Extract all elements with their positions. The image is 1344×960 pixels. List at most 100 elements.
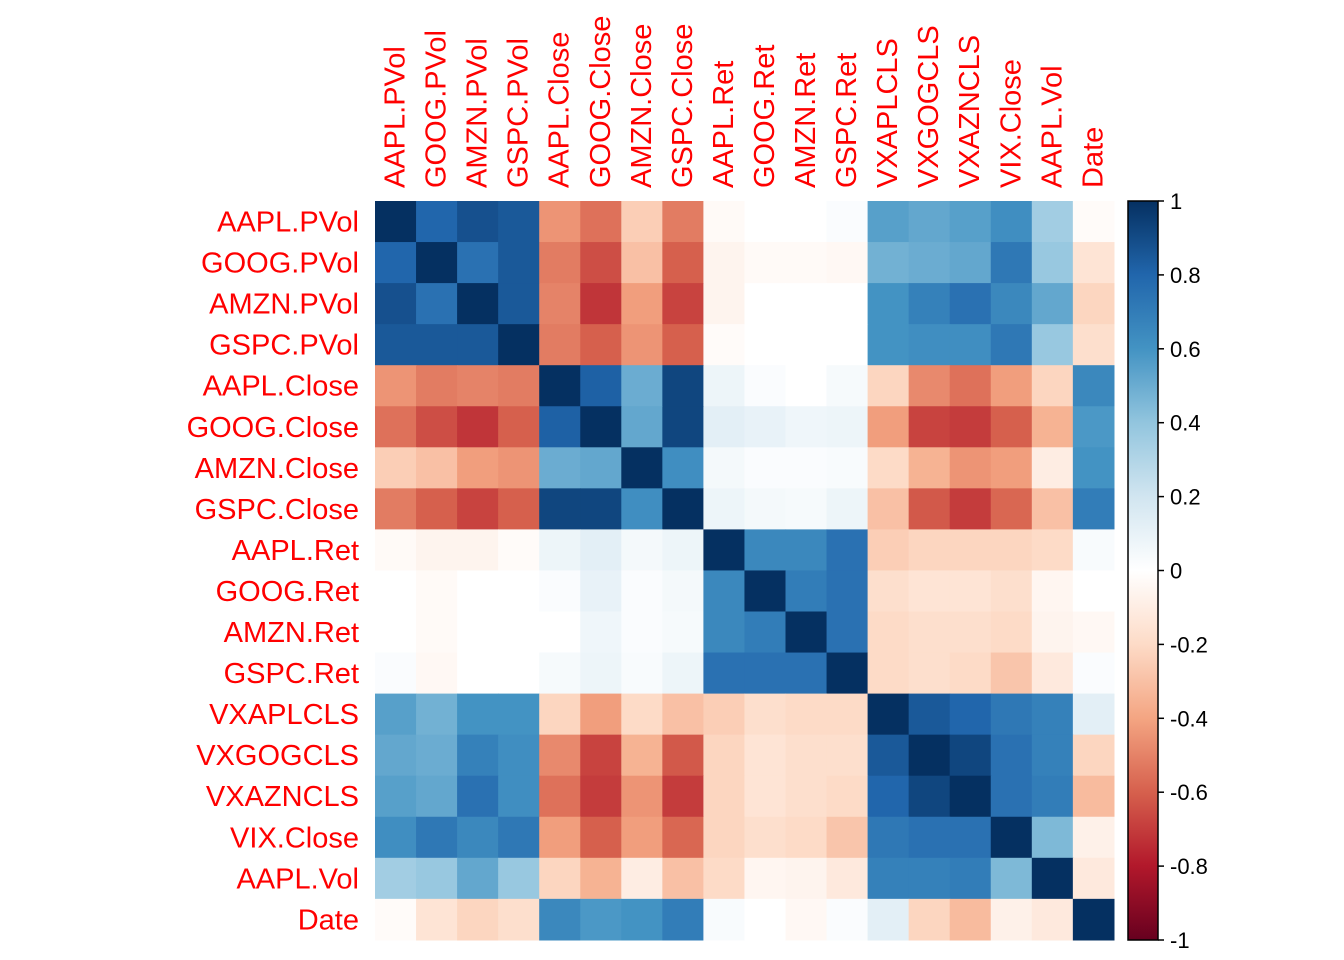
heatmap-cell-GSPC.Close-GOOG.Close bbox=[580, 488, 622, 530]
heatmap-cell-AAPL.Close-AAPL.PVol bbox=[375, 365, 417, 407]
heatmap-cell-GSPC.Ret-Date bbox=[1072, 652, 1115, 695]
row-label: AAPL.Close bbox=[203, 371, 359, 403]
heatmap-cell-AMZN.Ret-VXAZNCLS bbox=[949, 611, 992, 654]
heatmap-cell-GOOG.PVol-GOOG.Close bbox=[580, 242, 622, 284]
heatmap-cell-GSPC.Ret-GSPC.PVol bbox=[498, 652, 540, 695]
heatmap-cell-AMZN.PVol-AAPL.PVol bbox=[375, 283, 417, 325]
colorbar-tick-label: -0.4 bbox=[1170, 706, 1208, 731]
heatmap-cell-VXGOGCLS-GOOG.PVol bbox=[416, 734, 458, 777]
heatmap-cell-GOOG.Close-AAPL.Close bbox=[539, 406, 581, 448]
heatmap-cell-AAPL.Close-GSPC.Ret bbox=[826, 365, 869, 407]
heatmap-cell-GSPC.PVol-AMZN.Ret bbox=[785, 324, 828, 366]
heatmap-cell-GOOG.Close-AMZN.Ret bbox=[785, 406, 828, 448]
heatmap-cell-AAPL.PVol-GOOG.Close bbox=[580, 201, 622, 243]
heatmap-cell-AAPL.Close-VIX.Close bbox=[990, 365, 1033, 407]
column-label: GSPC.PVol bbox=[503, 38, 535, 188]
heatmap-cell-GSPC.Ret-AAPL.PVol bbox=[375, 652, 417, 695]
column-label: AAPL.PVol bbox=[380, 46, 412, 188]
row-label: Date bbox=[298, 904, 359, 936]
heatmap-cell-VXAZNCLS-VIX.Close bbox=[990, 775, 1033, 818]
heatmap-cell-GOOG.Ret-Date bbox=[1072, 570, 1115, 613]
colorbar-tick-label: 1 bbox=[1170, 189, 1182, 214]
heatmap-cell-VXAZNCLS-AAPL.PVol bbox=[375, 775, 417, 818]
row-label: GOOG.Ret bbox=[216, 576, 359, 608]
heatmap-cell-AAPL.PVol-VXGOGCLS bbox=[908, 201, 951, 243]
heatmap-cell-AAPL.Close-VXGOGCLS bbox=[908, 365, 951, 407]
column-label: AAPL.Close bbox=[544, 32, 576, 188]
heatmap-cell-VIX.Close-AAPL.Close bbox=[539, 816, 581, 859]
heatmap-cell-AMZN.PVol-Date bbox=[1072, 283, 1115, 325]
heatmap-cell-AAPL.Ret-AMZN.PVol bbox=[457, 529, 499, 572]
heatmap-cell-AAPL.Ret-VXAZNCLS bbox=[949, 529, 992, 572]
heatmap-cell-AMZN.Close-AAPL.Ret bbox=[703, 447, 746, 489]
heatmap-cell-GSPC.Close-AAPL.Vol bbox=[1031, 488, 1074, 530]
heatmap-cell-GOOG.PVol-VXAPLCLS bbox=[867, 242, 910, 284]
heatmap-cell-VXAZNCLS-GSPC.Ret bbox=[826, 775, 869, 818]
heatmap-cell-GOOG.Ret-AMZN.Close bbox=[621, 570, 663, 613]
heatmap-cell-VIX.Close-AMZN.Close bbox=[621, 816, 663, 859]
heatmap-cell-VIX.Close-GOOG.Close bbox=[580, 816, 622, 859]
heatmap-cell-AAPL.Ret-GSPC.Ret bbox=[826, 529, 869, 572]
heatmap-cell-AMZN.Close-AMZN.Ret bbox=[785, 447, 828, 489]
heatmap-cell-VXAZNCLS-AMZN.Ret bbox=[785, 775, 828, 818]
heatmap-cell-GOOG.Ret-GSPC.PVol bbox=[498, 570, 540, 613]
heatmap-cell-GOOG.Close-VIX.Close bbox=[990, 406, 1033, 448]
heatmap-cell-GSPC.Close-AAPL.PVol bbox=[375, 488, 417, 530]
heatmap-cell-GSPC.PVol-AMZN.PVol bbox=[457, 324, 499, 366]
heatmap-cell-AMZN.Close-AMZN.PVol bbox=[457, 447, 499, 489]
heatmap-cell-GOOG.Ret-GOOG.Ret bbox=[744, 570, 787, 613]
heatmap-cell-VXAZNCLS-GOOG.Close bbox=[580, 775, 622, 818]
heatmap-cell-GOOG.Close-AMZN.PVol bbox=[457, 406, 499, 448]
heatmap-cell-AAPL.Close-AMZN.PVol bbox=[457, 365, 499, 407]
column-label: VIX.Close bbox=[995, 59, 1027, 188]
heatmap-cell-VXAZNCLS-GOOG.PVol bbox=[416, 775, 458, 818]
heatmap-cell-VXGOGCLS-GOOG.Ret bbox=[744, 734, 787, 777]
heatmap-cell-VXAZNCLS-VXGOGCLS bbox=[908, 775, 951, 818]
heatmap-cell-AAPL.Vol-GSPC.PVol bbox=[498, 857, 540, 900]
heatmap-cell-VIX.Close-AMZN.Ret bbox=[785, 816, 828, 859]
heatmap-cell-GOOG.PVol-GOOG.PVol bbox=[416, 242, 458, 284]
heatmap-cell-GSPC.PVol-AAPL.Ret bbox=[703, 324, 746, 366]
heatmap-cell-GSPC.Close-AMZN.Close bbox=[621, 488, 663, 530]
heatmap-cell-GSPC.Ret-VIX.Close bbox=[990, 652, 1033, 695]
heatmap-cell-GSPC.Close-AMZN.PVol bbox=[457, 488, 499, 530]
heatmap-cell-AAPL.Close-AAPL.Close bbox=[539, 365, 581, 407]
heatmap-cell-VXAPLCLS-GSPC.Ret bbox=[826, 693, 869, 736]
heatmap-cell-GOOG.Ret-AAPL.Ret bbox=[703, 570, 746, 613]
heatmap-cell-AAPL.Vol-AAPL.Vol bbox=[1031, 857, 1074, 900]
row-label: GSPC.PVol bbox=[209, 330, 359, 362]
heatmap-cell-AMZN.Close-AMZN.Close bbox=[621, 447, 663, 489]
heatmap-cell-AAPL.Vol-GSPC.Close bbox=[662, 857, 704, 900]
heatmap-cell-GOOG.PVol-GSPC.Close bbox=[662, 242, 704, 284]
heatmap-cell-AMZN.Close-GSPC.Close bbox=[662, 447, 704, 489]
heatmap-cell-AAPL.Close-AAPL.Vol bbox=[1031, 365, 1074, 407]
heatmap-cell-VIX.Close-GSPC.PVol bbox=[498, 816, 540, 859]
heatmap-cell-AAPL.Ret-AAPL.Vol bbox=[1031, 529, 1074, 572]
heatmap-cell-AAPL.Ret-AAPL.Ret bbox=[703, 529, 746, 572]
heatmap-cell-AMZN.Close-AAPL.Close bbox=[539, 447, 581, 489]
column-label: AAPL.Vol bbox=[1036, 65, 1068, 188]
heatmap-cell-GSPC.PVol-GSPC.Close bbox=[662, 324, 704, 366]
heatmap-cell-VIX.Close-GSPC.Close bbox=[662, 816, 704, 859]
heatmap-cell-VXAZNCLS-GSPC.PVol bbox=[498, 775, 540, 818]
heatmap-cell-GSPC.Ret-VXAZNCLS bbox=[949, 652, 992, 695]
heatmap-cell-GOOG.Ret-GSPC.Ret bbox=[826, 570, 869, 613]
heatmap-cells bbox=[375, 201, 1115, 941]
heatmap-cell-Date-AAPL.Vol bbox=[1031, 898, 1074, 941]
heatmap-cell-VXAPLCLS-VXAZNCLS bbox=[949, 693, 992, 736]
heatmap-cell-GSPC.PVol-AMZN.Close bbox=[621, 324, 663, 366]
heatmap-cell-Date-GSPC.Close bbox=[662, 898, 704, 941]
heatmap-cell-GSPC.Close-VXAZNCLS bbox=[949, 488, 992, 530]
heatmap-cell-AAPL.PVol-AAPL.Ret bbox=[703, 201, 746, 243]
heatmap-cell-GOOG.Ret-GOOG.PVol bbox=[416, 570, 458, 613]
heatmap-cell-AMZN.Ret-AAPL.Vol bbox=[1031, 611, 1074, 654]
heatmap-cell-GSPC.Ret-AMZN.PVol bbox=[457, 652, 499, 695]
heatmap-cell-VXAPLCLS-GSPC.Close bbox=[662, 693, 704, 736]
heatmap-cell-VXAPLCLS-AAPL.PVol bbox=[375, 693, 417, 736]
heatmap-cell-AMZN.Ret-GSPC.Ret bbox=[826, 611, 869, 654]
heatmap-cell-GSPC.PVol-GOOG.PVol bbox=[416, 324, 458, 366]
heatmap-cell-AMZN.Close-GOOG.Ret bbox=[744, 447, 787, 489]
heatmap-cell-AMZN.Ret-GOOG.PVol bbox=[416, 611, 458, 654]
heatmap-cell-AAPL.Close-GOOG.Close bbox=[580, 365, 622, 407]
heatmap-cell-GOOG.PVol-AMZN.Close bbox=[621, 242, 663, 284]
